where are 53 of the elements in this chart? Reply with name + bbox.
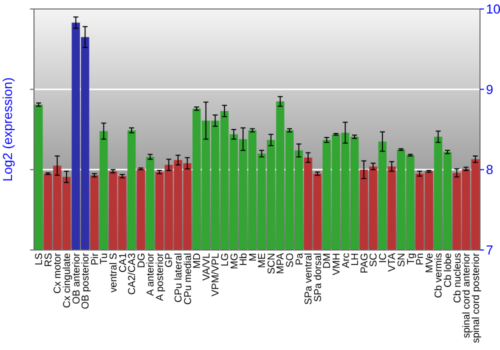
- x-tick-label: M: [248, 253, 259, 262]
- x-tick-label: OB anterior: [71, 252, 82, 304]
- x-tick-label: LH: [350, 253, 362, 266]
- y-tick-label: 8: [486, 162, 494, 178]
- x-tick-label: VTA: [387, 252, 398, 272]
- x-tick-label: Hb: [238, 252, 250, 266]
- x-tick-label: MD: [192, 253, 204, 269]
- x-tick-label: VMH: [331, 253, 342, 276]
- x-tick-label: MVe: [424, 252, 436, 274]
- x-tick-label: MG: [229, 252, 240, 270]
- x-tick-label: Cb vermis: [434, 253, 445, 298]
- x-tick-label: RS: [43, 252, 54, 267]
- x-tick-label: CA1: [118, 252, 129, 272]
- x-tick-label: Cb lobe: [442, 252, 454, 288]
- x-tick-label: SPa ventral: [304, 253, 315, 305]
- x-tick-label: SCN: [266, 253, 278, 274]
- y-axis-title: Log2 (expression): [0, 77, 15, 182]
- x-tick-label: SO: [285, 252, 296, 268]
- x-tick-label: LG: [220, 252, 231, 266]
- x-tick-label: ME: [257, 252, 268, 268]
- x-tick-label: SPa dorsal: [312, 253, 324, 302]
- x-tick-label: Cx motor: [52, 252, 64, 294]
- y-tick-label: 9: [486, 82, 494, 97]
- x-tick-label: OB posterior: [80, 252, 92, 310]
- x-tick-label: CPu lateral: [174, 253, 185, 302]
- x-tick-label: Tu: [99, 253, 110, 264]
- x-tick-label: SN: [396, 253, 408, 267]
- x-tick-label: Arc: [340, 253, 352, 268]
- x-tick-label: CA2/CA3: [127, 252, 138, 295]
- y-tick-label: 10: [486, 2, 500, 17]
- x-tick-label: Cb nucleus: [452, 253, 464, 304]
- x-tick-label: Cx cingulate: [62, 252, 74, 308]
- x-tick-label: DG: [136, 252, 148, 268]
- x-tick-label: Pir: [90, 252, 101, 266]
- x-tick-label: A anterior: [146, 252, 157, 296]
- x-tick-label: VPM/VPL: [210, 252, 222, 296]
- y-tick-label: 7: [486, 242, 494, 258]
- x-tick-label: DM: [322, 253, 334, 269]
- x-tick-label: A posterior: [154, 252, 166, 301]
- x-tick-label: CPu medial: [182, 253, 194, 305]
- x-tick-label: Tg: [406, 253, 417, 265]
- x-tick-label: LS: [34, 252, 46, 266]
- x-tick-label: ventral S: [108, 252, 120, 292]
- x-tick-label: SC: [368, 253, 380, 267]
- x-tick-label: MPA: [276, 252, 287, 274]
- x-tick-label: Pa: [294, 252, 306, 266]
- x-tick-label: PAG: [359, 252, 370, 274]
- x-tick-label: IC: [378, 253, 389, 263]
- x-tick-label: spinal cord anterior: [462, 252, 473, 338]
- x-tick-label: GP: [164, 252, 176, 268]
- x-tick-label: Pn: [415, 253, 426, 266]
- x-tick-label: spinal cord posterior: [470, 252, 482, 344]
- x-tick-label: VA/VL: [201, 252, 212, 281]
